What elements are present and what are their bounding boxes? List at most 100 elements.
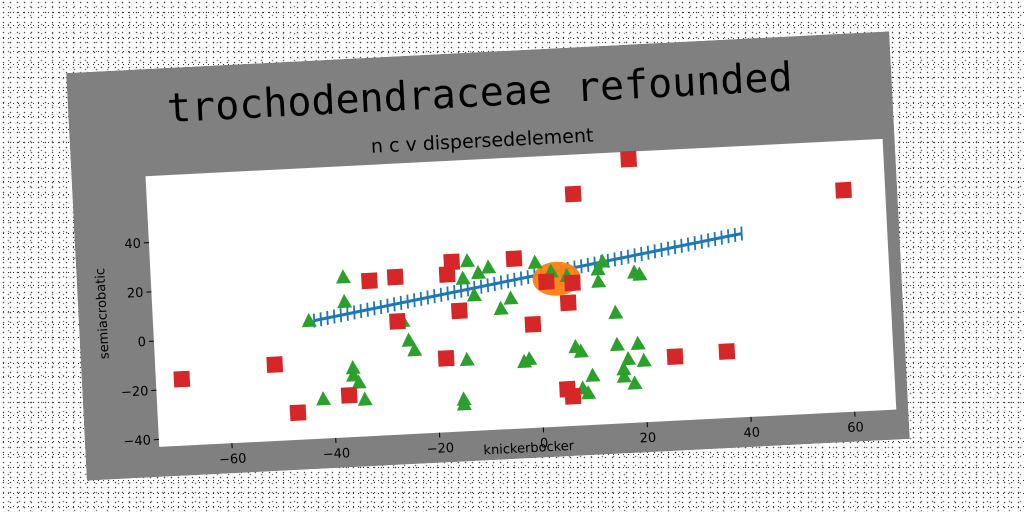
triangle-point — [632, 266, 648, 281]
triangle-point — [527, 254, 543, 269]
square-point — [524, 315, 542, 333]
square-point — [564, 185, 582, 203]
triangle-point — [459, 351, 475, 367]
y-tick-label: 40 — [124, 237, 141, 253]
line-tick-mark — [686, 237, 690, 252]
x-tick-label: 0 — [540, 436, 549, 451]
triangle-point — [591, 273, 607, 288]
triangle-point — [630, 335, 646, 351]
line-tick-mark — [393, 297, 396, 312]
line-tick-mark — [439, 287, 443, 302]
x-tick-label: −60 — [219, 451, 247, 467]
triangle-point — [595, 253, 611, 268]
square-point — [360, 272, 378, 290]
square-point — [289, 404, 307, 422]
line-tick-mark — [373, 301, 376, 316]
line-tick-mark — [640, 246, 643, 262]
line-tick-mark — [379, 299, 383, 315]
triangle-point — [621, 350, 637, 366]
triangle-point — [573, 343, 589, 358]
line-tick-mark — [366, 302, 369, 317]
y-tick-label: −20 — [121, 384, 149, 400]
line-tick-mark — [419, 291, 423, 306]
line-tick-mark — [386, 298, 389, 313]
line-tick-mark — [493, 276, 496, 291]
triangle-point — [345, 360, 361, 375]
line-tick-mark — [526, 270, 530, 285]
triangle-point — [481, 259, 497, 274]
line-tick-mark — [319, 312, 323, 327]
line-tick-mark — [646, 245, 650, 260]
x-tick-label: 60 — [847, 420, 864, 436]
line-tick-mark — [633, 248, 637, 263]
line-tick-mark — [720, 230, 723, 245]
triangle-point — [337, 293, 353, 309]
line-tick-mark — [620, 251, 623, 266]
line-tick-mark — [580, 259, 583, 274]
square-point — [620, 150, 638, 168]
line-tick-mark — [346, 306, 349, 321]
line-tick-mark — [479, 279, 483, 294]
line-tick-mark — [486, 278, 490, 293]
square-point — [537, 273, 555, 291]
triangle-point — [522, 351, 538, 366]
y-tick-label: −40 — [123, 433, 151, 449]
triangle-point — [335, 269, 351, 284]
line-tick-mark — [433, 289, 436, 304]
triangle-point — [503, 290, 519, 305]
line-tick-mark — [499, 275, 503, 290]
line-tick-mark — [680, 238, 683, 253]
y-tick-label: 0 — [137, 335, 146, 350]
triangle-point — [471, 264, 487, 280]
square-point — [443, 253, 461, 271]
line-tick-mark — [653, 244, 657, 259]
square-point — [340, 386, 358, 404]
triangle-point — [627, 375, 643, 390]
square-point — [505, 250, 523, 268]
square-point — [718, 343, 736, 360]
line-tick-mark — [453, 285, 456, 300]
triangle-point — [608, 304, 624, 320]
triangle-point — [636, 352, 652, 368]
x-tick-label: −20 — [426, 441, 454, 457]
line-tick-mark — [426, 290, 429, 305]
x-tick-label: 40 — [743, 425, 760, 441]
triangle-point — [493, 300, 509, 316]
square-point — [450, 302, 468, 320]
triangle-point — [590, 261, 606, 276]
triangle-point — [585, 367, 601, 382]
square-point — [266, 356, 284, 373]
line-tick-mark — [700, 234, 703, 249]
triangle-point — [467, 287, 482, 302]
line-tick-mark — [359, 304, 363, 319]
triangle-point — [401, 332, 417, 347]
line-tick-mark — [613, 252, 617, 267]
line-tick-mark — [733, 227, 737, 242]
chart-card: trochodendraceae refounded n c v dispers… — [66, 31, 910, 481]
line-tick-mark — [332, 309, 336, 324]
square-point — [564, 387, 582, 405]
line-tick-mark — [459, 283, 463, 298]
marks-layer — [173, 150, 852, 422]
line-tick-mark — [693, 236, 697, 251]
square-point — [389, 312, 406, 330]
line-tick-mark — [352, 305, 356, 320]
triangle-point — [407, 342, 423, 357]
line-tick-mark — [326, 310, 329, 325]
triangle-point — [581, 385, 597, 400]
line-tick-mark — [513, 272, 516, 287]
triangle-point — [351, 374, 367, 389]
line-tick-mark — [586, 257, 590, 272]
triangle-point — [357, 391, 373, 406]
line-tick-mark — [666, 241, 670, 256]
x-axis-label: knickerbocker — [483, 439, 575, 459]
line-tick-mark — [727, 229, 730, 244]
line-tick-mark — [740, 226, 743, 241]
square-point — [437, 349, 455, 367]
triangle-point — [460, 253, 476, 268]
scatter-chart: trochodendraceae refounded n c v dispers… — [66, 31, 910, 481]
x-tick-label: −40 — [322, 446, 350, 462]
square-point — [559, 294, 577, 312]
triangle-point — [316, 391, 332, 406]
triangle-point — [616, 368, 632, 383]
